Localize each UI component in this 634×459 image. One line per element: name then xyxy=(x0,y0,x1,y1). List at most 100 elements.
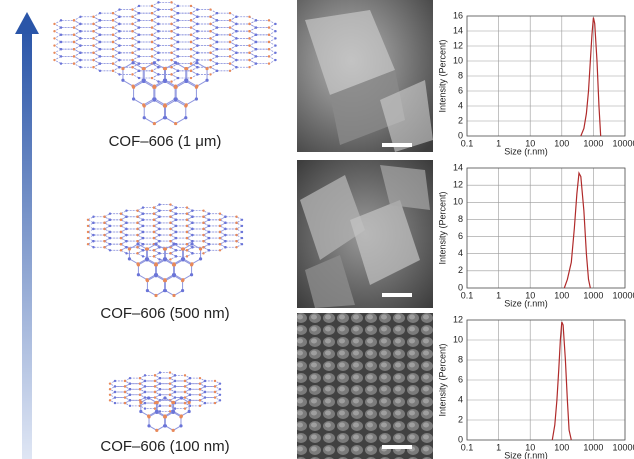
atom xyxy=(254,48,258,51)
atom xyxy=(163,258,167,262)
atom xyxy=(202,221,205,225)
atom xyxy=(224,233,227,237)
atom xyxy=(228,69,232,73)
atom xyxy=(53,22,56,26)
atom xyxy=(235,215,238,218)
atom xyxy=(108,388,112,391)
atom xyxy=(155,400,159,405)
atom xyxy=(191,215,194,218)
atom xyxy=(123,401,127,405)
atom xyxy=(108,242,112,246)
atom xyxy=(141,224,145,228)
atom xyxy=(203,385,207,388)
atom xyxy=(59,19,63,22)
atom xyxy=(213,396,217,399)
atom xyxy=(150,26,154,29)
atom xyxy=(248,66,251,69)
atom xyxy=(157,1,160,4)
atom xyxy=(108,399,112,402)
atom xyxy=(98,26,102,29)
atom xyxy=(72,55,76,58)
atom xyxy=(137,40,141,44)
atom xyxy=(235,227,238,231)
atom xyxy=(173,374,177,377)
atom xyxy=(154,274,158,278)
atom xyxy=(59,62,63,65)
atom xyxy=(143,390,147,394)
y-tick-label: 2 xyxy=(458,265,463,275)
atom xyxy=(215,26,219,29)
atom xyxy=(170,44,173,47)
atom xyxy=(172,263,177,267)
atom xyxy=(248,44,251,47)
atom xyxy=(137,48,141,51)
atom xyxy=(137,62,141,65)
atom xyxy=(92,246,95,249)
atom xyxy=(170,29,173,33)
atom xyxy=(125,239,128,243)
size-distribution-line xyxy=(563,171,591,289)
atom xyxy=(138,393,142,396)
atom xyxy=(152,206,156,209)
hexagon xyxy=(173,259,193,281)
hexagon xyxy=(143,62,165,87)
atom xyxy=(92,221,95,225)
atom xyxy=(150,55,154,58)
atom xyxy=(98,62,102,65)
atom xyxy=(228,19,232,22)
atom xyxy=(240,224,244,228)
atom xyxy=(176,33,180,36)
atom xyxy=(215,55,219,58)
atom xyxy=(79,37,82,40)
atom xyxy=(228,11,232,15)
atom xyxy=(207,236,211,240)
atom xyxy=(131,37,134,40)
sem-image-3 xyxy=(297,313,433,459)
atom xyxy=(189,62,193,65)
atom xyxy=(173,390,177,394)
atom xyxy=(157,73,160,76)
atom xyxy=(191,227,194,231)
atom xyxy=(141,206,145,209)
atom xyxy=(119,224,123,228)
atom xyxy=(79,44,82,47)
atom xyxy=(143,385,147,388)
atom xyxy=(150,33,154,36)
x-tick-label: 0.1 xyxy=(461,138,474,148)
atom xyxy=(187,409,191,414)
atom xyxy=(137,33,141,36)
x-axis-label: Size (r.nm) xyxy=(504,450,548,459)
atom xyxy=(111,26,115,29)
y-tick-label: 0 xyxy=(458,434,463,444)
atom xyxy=(118,44,121,47)
atom xyxy=(145,258,149,262)
y-tick-label: 4 xyxy=(458,394,463,404)
y-tick-label: 10 xyxy=(453,55,463,65)
atom xyxy=(202,233,205,237)
atom xyxy=(153,407,157,410)
atom xyxy=(158,376,162,380)
hexagon xyxy=(164,243,184,265)
x-tick-label: 1000 xyxy=(583,290,603,300)
atom xyxy=(108,249,112,252)
atom xyxy=(170,15,173,18)
atom xyxy=(274,58,277,62)
atom xyxy=(92,239,95,243)
atom xyxy=(224,227,227,231)
atom xyxy=(153,396,157,399)
atom xyxy=(190,242,194,246)
atom xyxy=(163,79,167,84)
atom xyxy=(131,97,136,101)
atom xyxy=(152,249,156,252)
atom xyxy=(125,233,128,237)
hexagon xyxy=(140,397,157,417)
y-tick-label: 0 xyxy=(458,130,463,140)
atom xyxy=(141,242,145,246)
atom xyxy=(157,37,160,40)
hexagon xyxy=(154,80,176,106)
atom xyxy=(123,385,127,388)
atom xyxy=(173,396,177,399)
atom xyxy=(198,382,202,385)
atom xyxy=(174,224,178,228)
